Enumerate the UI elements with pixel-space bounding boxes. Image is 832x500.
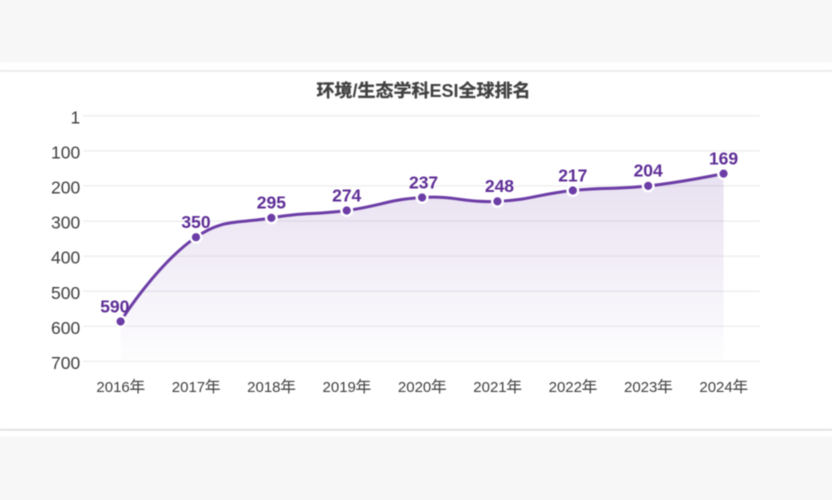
svg-text:2020: 2020 [398, 379, 431, 396]
svg-text:217: 217 [558, 165, 587, 185]
svg-text:590: 590 [100, 296, 129, 316]
svg-text:2016: 2016 [96, 379, 129, 396]
svg-text:600: 600 [51, 318, 80, 338]
svg-text:2024: 2024 [699, 379, 732, 396]
svg-text:2018: 2018 [247, 379, 280, 396]
svg-text:2017: 2017 [172, 379, 205, 396]
svg-text:2019: 2019 [323, 379, 356, 396]
svg-text:200: 200 [51, 178, 80, 198]
svg-text:274: 274 [332, 185, 361, 205]
svg-text:248: 248 [485, 176, 514, 196]
svg-text:295: 295 [257, 193, 286, 213]
svg-text:350: 350 [181, 212, 210, 232]
svg-text:1: 1 [70, 107, 80, 127]
svg-text:2022: 2022 [549, 379, 582, 396]
svg-text:100: 100 [51, 142, 80, 162]
svg-text:237: 237 [409, 172, 438, 192]
svg-text:ESI: ESI [429, 81, 458, 101]
svg-text:169: 169 [709, 148, 738, 168]
svg-text:300: 300 [51, 213, 80, 233]
svg-text:204: 204 [634, 161, 663, 181]
svg-text:700: 700 [51, 353, 80, 373]
svg-text:400: 400 [51, 248, 80, 268]
svg-text:500: 500 [51, 283, 80, 303]
svg-text:2021: 2021 [473, 379, 506, 396]
svg-text:/: / [352, 81, 357, 101]
svg-text:2023: 2023 [624, 379, 657, 396]
